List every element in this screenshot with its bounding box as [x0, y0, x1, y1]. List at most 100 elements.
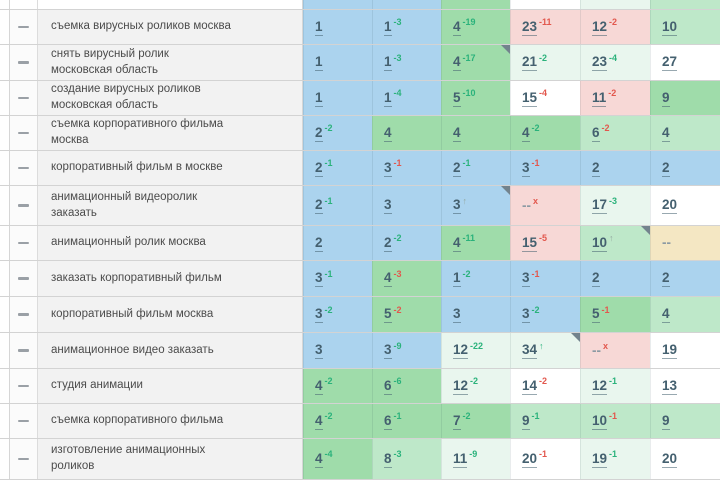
- position-link[interactable]: 10: [662, 18, 678, 36]
- position-link[interactable]: 3: [522, 306, 530, 323]
- position-link[interactable]: 3: [522, 270, 530, 287]
- position-link[interactable]: 4: [453, 54, 461, 71]
- position-link[interactable]: 9: [662, 89, 670, 107]
- position-link[interactable]: 4: [453, 18, 461, 36]
- position-link[interactable]: 2: [315, 234, 323, 252]
- position-link[interactable]: 2: [662, 159, 670, 177]
- position-link[interactable]: 21: [522, 54, 538, 71]
- drag-handle[interactable]: [10, 369, 38, 403]
- drag-handle[interactable]: [10, 439, 38, 479]
- position-link[interactable]: 3: [315, 342, 323, 359]
- keyword-cell[interactable]: корпоративный фильм москва: [38, 297, 303, 332]
- position-link[interactable]: 12: [453, 342, 469, 359]
- drag-handle[interactable]: [10, 10, 38, 44]
- position-link[interactable]: 3: [384, 342, 392, 359]
- position-link[interactable]: 1: [315, 54, 323, 71]
- position-link[interactable]: 4: [522, 124, 530, 142]
- position-link[interactable]: 15: [522, 234, 538, 252]
- position-link[interactable]: 6: [384, 412, 392, 430]
- position-link[interactable]: 13: [662, 377, 678, 395]
- keyword-cell[interactable]: анимационное видео заказать: [38, 333, 303, 368]
- position-link[interactable]: 19: [592, 450, 608, 468]
- position-link[interactable]: 1: [315, 18, 323, 36]
- keyword-cell[interactable]: съемка корпоративного фильма москва: [38, 116, 303, 150]
- drag-handle[interactable]: [10, 45, 38, 80]
- keyword-cell[interactable]: создание вирусных роликов московская обл…: [38, 81, 303, 115]
- position-link[interactable]: 4: [662, 124, 670, 142]
- position-link[interactable]: 4: [315, 377, 323, 395]
- position-link[interactable]: 3: [453, 306, 461, 323]
- position-link[interactable]: 3: [522, 159, 530, 177]
- drag-handle[interactable]: [10, 261, 38, 296]
- position-link[interactable]: 3: [384, 197, 392, 214]
- position-link[interactable]: 5: [384, 306, 392, 323]
- position-link[interactable]: 3: [453, 197, 461, 214]
- drag-handle[interactable]: [10, 116, 38, 150]
- drag-handle[interactable]: [10, 151, 38, 185]
- position-link[interactable]: 4: [384, 270, 392, 287]
- position-link[interactable]: 5: [453, 89, 461, 107]
- position-link[interactable]: 6: [384, 377, 392, 395]
- keyword-cell[interactable]: съемка корпоративного фильма: [38, 404, 303, 438]
- position-link[interactable]: 14: [522, 377, 538, 395]
- position-link[interactable]: 2: [592, 270, 600, 287]
- position-link[interactable]: 2: [384, 234, 392, 252]
- drag-handle[interactable]: [10, 81, 38, 115]
- keyword-cell[interactable]: студия анимации: [38, 369, 303, 403]
- position-link[interactable]: 4: [315, 412, 323, 430]
- position-link[interactable]: 2: [315, 124, 323, 142]
- keyword-cell[interactable]: изготовление анимационных роликов: [38, 439, 303, 479]
- drag-handle[interactable]: [10, 226, 38, 260]
- position-link[interactable]: 4: [453, 234, 461, 252]
- position-link[interactable]: 1: [384, 89, 392, 107]
- position-link[interactable]: 17: [592, 197, 608, 214]
- position-link[interactable]: 34: [522, 342, 538, 359]
- drag-handle[interactable]: [10, 404, 38, 438]
- position-link[interactable]: 6: [592, 124, 600, 142]
- keyword-cell[interactable]: съемка вирусных роликов москва: [38, 10, 303, 44]
- position-link[interactable]: 12: [453, 377, 469, 395]
- position-link[interactable]: 3: [315, 270, 323, 287]
- position-link[interactable]: 2: [315, 159, 323, 177]
- position-link[interactable]: 7: [453, 412, 461, 430]
- position-link[interactable]: 2: [453, 159, 461, 177]
- keyword-cell[interactable]: анимационный видеоролик заказать: [38, 186, 303, 225]
- position-link[interactable]: 4: [315, 450, 323, 468]
- position-link[interactable]: 23: [592, 54, 608, 71]
- position-link[interactable]: 4: [384, 124, 392, 142]
- position-link[interactable]: 2: [315, 197, 323, 214]
- position-link[interactable]: 20: [662, 197, 678, 214]
- position-link[interactable]: 10: [592, 412, 608, 430]
- drag-handle[interactable]: [10, 297, 38, 332]
- position-link[interactable]: 1: [384, 18, 392, 36]
- position-link[interactable]: 2: [592, 159, 600, 177]
- drag-handle[interactable]: [10, 186, 38, 225]
- position-link[interactable]: 2: [662, 270, 670, 287]
- position-link[interactable]: 11: [453, 450, 468, 468]
- position-link[interactable]: 3: [315, 306, 323, 323]
- keyword-cell[interactable]: снять вирусный ролик московская область: [38, 45, 303, 80]
- position-link[interactable]: 19: [662, 342, 678, 359]
- keyword-cell[interactable]: анимационный ролик москва: [38, 226, 303, 260]
- position-link[interactable]: 10: [592, 234, 608, 252]
- position-link[interactable]: 4: [662, 306, 670, 323]
- position-link[interactable]: 9: [662, 412, 670, 430]
- keyword-cell[interactable]: корпоративный фильм в москве: [38, 151, 303, 185]
- position-link[interactable]: 1: [384, 54, 392, 71]
- position-link[interactable]: 5: [592, 306, 600, 323]
- position-link[interactable]: 4: [453, 124, 461, 142]
- position-link[interactable]: 23: [522, 18, 538, 36]
- position-link[interactable]: 27: [662, 54, 678, 71]
- position-link[interactable]: 12: [592, 18, 608, 36]
- position-link[interactable]: 11: [592, 89, 607, 107]
- position-link[interactable]: 15: [522, 89, 538, 107]
- position-link[interactable]: 12: [592, 377, 608, 395]
- position-link[interactable]: 1: [453, 270, 461, 287]
- position-link[interactable]: 9: [522, 412, 530, 430]
- position-link[interactable]: 3: [384, 159, 392, 177]
- position-link[interactable]: 20: [522, 450, 538, 468]
- position-link[interactable]: 1: [315, 89, 323, 107]
- position-link[interactable]: 8: [384, 450, 392, 468]
- drag-handle[interactable]: [10, 333, 38, 368]
- position-link[interactable]: 20: [662, 450, 678, 468]
